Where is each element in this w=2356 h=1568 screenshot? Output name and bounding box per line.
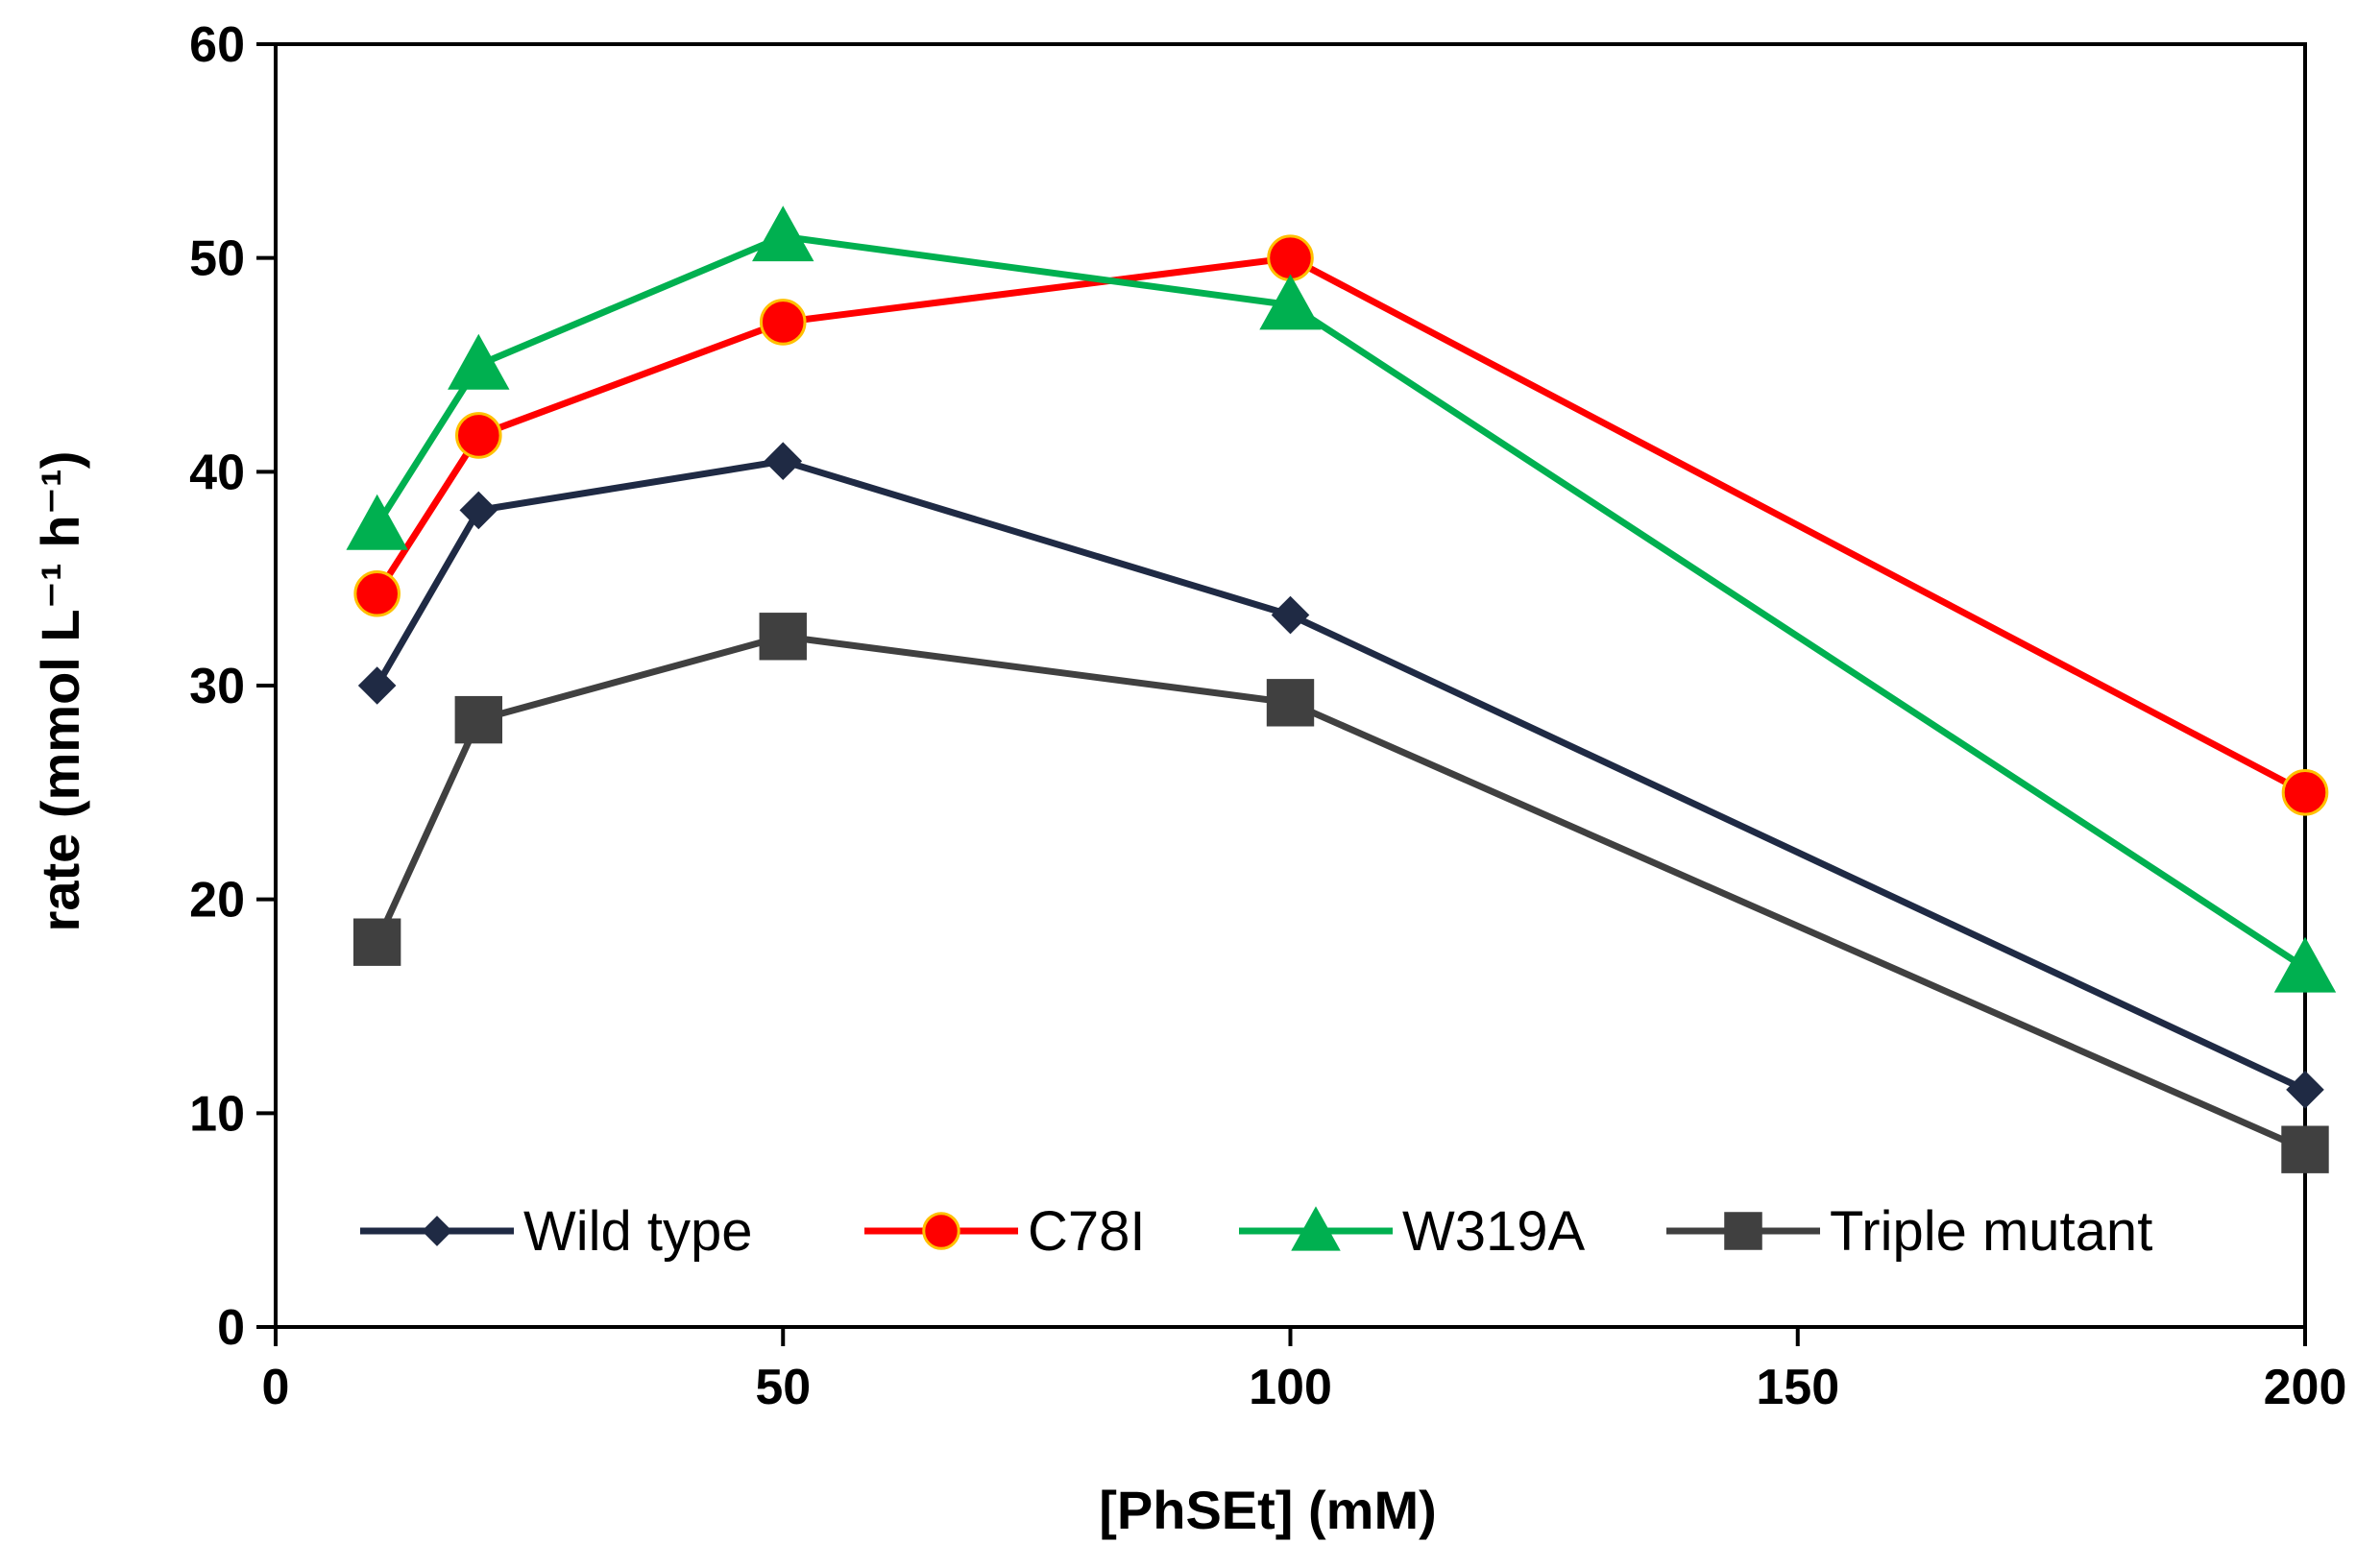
series-group	[346, 205, 2337, 1173]
legend-label: W319A	[1402, 1200, 1586, 1263]
data-point-triple-mutant	[352, 918, 401, 966]
y-axis-title: rate (mmol L⁻¹ h⁻¹)	[30, 451, 90, 932]
x-tick-label: 150	[1756, 1360, 1839, 1415]
data-point-w319a	[2273, 936, 2337, 993]
y-tick-label: 30	[189, 659, 245, 714]
y-tick-label: 20	[189, 873, 245, 929]
legend-label: C78I	[1028, 1200, 1146, 1263]
x-tick-label: 100	[1249, 1360, 1332, 1415]
data-point-w319a	[346, 494, 408, 550]
y-tick-label: 50	[189, 231, 245, 287]
data-point-w319a	[752, 205, 814, 262]
data-point-wild-type	[2286, 1071, 2324, 1109]
legend-item-triple-mutant: Triple mutant	[1666, 1200, 2152, 1263]
y-tick-label: 60	[189, 17, 245, 73]
legend-label: Wild type	[523, 1200, 753, 1263]
legend-item-w319a: W319A	[1239, 1200, 1586, 1263]
data-point-c78i	[455, 412, 502, 459]
data-point-w319a	[448, 333, 510, 390]
data-point-wild-type	[459, 491, 498, 530]
data-point-triple-mutant	[454, 695, 502, 744]
axes: 0 10 20 30 40 50 60 0 50 100 150 200	[189, 17, 2346, 1415]
y-tick-label: 10	[189, 1086, 245, 1142]
data-point-c78i	[1267, 234, 1314, 281]
legend-label: Triple mutant	[1830, 1200, 2152, 1263]
x-tick-label: 50	[755, 1360, 811, 1415]
data-point-wild-type	[1271, 595, 1310, 635]
x-tick-label: 200	[2264, 1360, 2347, 1415]
data-point-w319a	[1259, 274, 1322, 330]
legend-item-c78i: C78I	[864, 1200, 1146, 1263]
series-w319a	[346, 205, 2337, 993]
y-tick-label: 40	[189, 445, 245, 500]
data-point-c78i	[353, 569, 401, 617]
legend-marker	[1291, 1206, 1341, 1251]
data-point-wild-type	[357, 666, 397, 705]
data-point-c78i	[2281, 769, 2329, 816]
x-axis-title: [PhSEt] (mM)	[1099, 1480, 1437, 1540]
series-wild-type	[357, 442, 2324, 1109]
data-point-triple-mutant	[1266, 679, 1315, 727]
data-point-triple-mutant	[759, 613, 807, 661]
data-point-wild-type	[764, 442, 803, 480]
series-triple-mutant	[352, 613, 2329, 1173]
series-line-triple-mutant	[374, 633, 2307, 1153]
series-line-w319a	[374, 232, 2307, 971]
x-tick-label: 0	[262, 1360, 290, 1415]
legend: Wild type C78I W319A Triple mutant	[360, 1200, 2152, 1263]
legend-marker	[422, 1216, 452, 1246]
series-c78i	[353, 234, 2329, 816]
data-point-c78i	[759, 299, 807, 346]
legend-marker	[922, 1212, 960, 1250]
legend-item-wild-type: Wild type	[360, 1200, 753, 1263]
legend-marker	[1724, 1212, 1762, 1250]
data-point-triple-mutant	[2281, 1125, 2329, 1173]
y-tick-label: 0	[217, 1300, 245, 1356]
